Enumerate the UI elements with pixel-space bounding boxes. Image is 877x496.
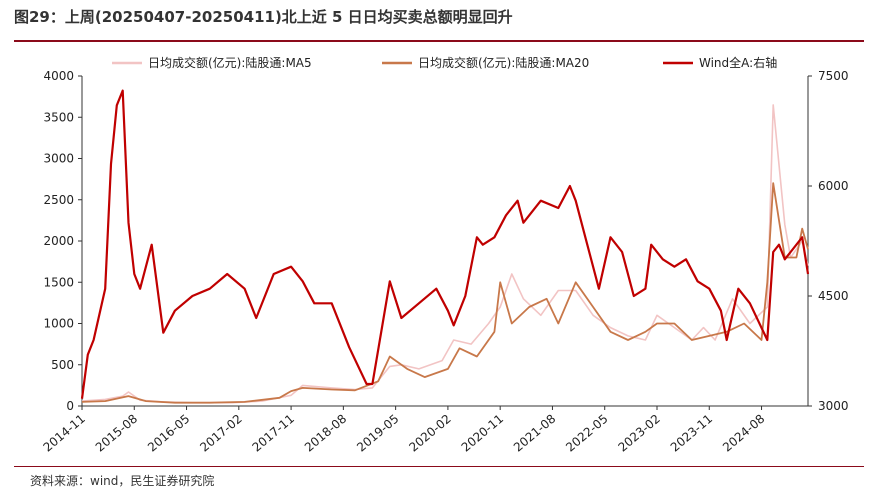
legend-item-ma20-label: 日均成交额(亿元):陆股通:MA20 [418,55,589,70]
y-left-tick-label: 3500 [43,110,74,124]
y-right-tick-label: 4500 [818,289,849,303]
x-tick-label: 2023-11 [668,412,715,455]
x-tick-label: 2023-02 [616,412,663,455]
y-left-tick-label: 3000 [43,152,74,166]
y-left-tick-label: 4000 [43,69,74,83]
y-left-tick-label: 500 [51,358,74,372]
source-note: 资料来源：wind，民生证券研究院 [30,474,215,488]
x-tick-label: 2014-11 [41,412,88,455]
title-divider [14,40,864,42]
x-tick-label: 2021-08 [511,412,558,455]
x-tick-label: 2017-02 [197,412,244,455]
y-left-tick-label: 2500 [43,193,74,207]
x-tick-label: 2020-11 [459,412,506,455]
y-left-tick-label: 2000 [43,234,74,248]
x-tick-label: 2022-05 [563,412,610,455]
series-line-ma20 [81,182,809,404]
x-tick-label: 2019-05 [354,412,401,455]
y-right-tick-label: 3000 [818,399,849,413]
x-tick-label: 2016-05 [145,412,192,455]
chart-axes: 0 500 1000 1500 2000 2500 3000 3500 4000 3000 4500… [41,69,849,455]
series-line-ma5 [81,104,809,404]
y-right-tick-label: 6000 [818,179,849,193]
y-right-tick-label: 7500 [818,69,849,83]
x-tick-label: 2024-08 [720,412,767,455]
x-tick-label: 2015-08 [93,412,140,455]
legend-item-ma5-label: 日均成交额(亿元):陆股通:MA5 [148,55,312,70]
y-left-tick-label: 1500 [43,275,74,289]
x-tick-label: 2020-02 [406,412,453,455]
chart-legend: 日均成交额(亿元):陆股通:MA5 日均成交额(亿元):陆股通:MA20 Wind全… [112,55,777,70]
chart-series [80,89,810,404]
series-line-wind-all-a [80,89,810,399]
legend-item-wind-all-a-label: Wind全A:右轴 [699,55,777,70]
x-tick-label: 2018-08 [302,412,349,455]
y-left-tick-label: 1000 [43,317,74,331]
y-left-tick-label: 0 [66,399,74,413]
page-title: 图29：上周(20250407-20250411)北上近 5 日日均买卖总额明显… [14,8,513,26]
x-tick-label: 2017-11 [250,412,297,455]
source-divider [14,466,864,467]
